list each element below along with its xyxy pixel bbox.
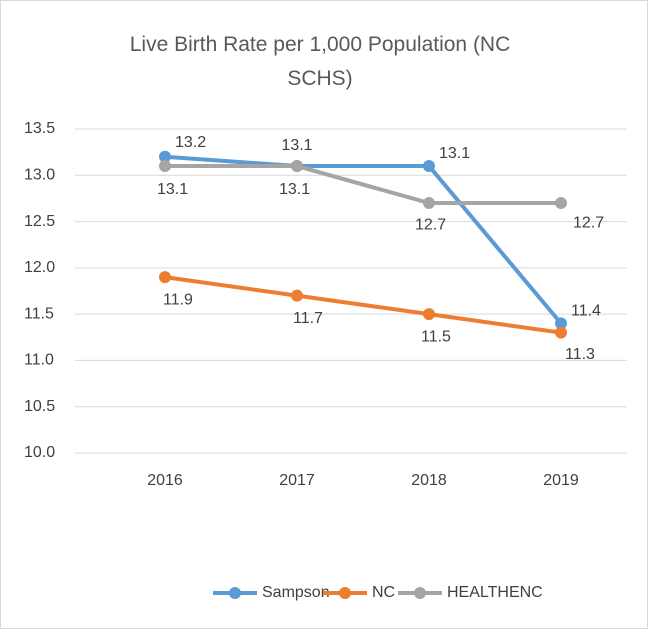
legend-label: HEALTHENC bbox=[447, 584, 543, 601]
legend-marker bbox=[229, 587, 241, 599]
series-line bbox=[164, 154, 563, 325]
y-tick-label: 10.5 bbox=[24, 398, 55, 415]
y-tick-label: 12.5 bbox=[24, 213, 55, 230]
series-line bbox=[165, 164, 561, 206]
legend-label: Sampson bbox=[262, 584, 330, 601]
data-point bbox=[423, 308, 435, 321]
data-point bbox=[555, 317, 567, 330]
data-label: 11.4 bbox=[571, 303, 601, 320]
y-tick-label: 13.5 bbox=[24, 120, 55, 137]
data-point bbox=[291, 289, 303, 302]
data-label: 11.9 bbox=[163, 291, 193, 308]
y-tick-label: 11.0 bbox=[24, 352, 54, 369]
y-tick-label: 12.0 bbox=[24, 259, 55, 276]
y-tick-label: 13.0 bbox=[24, 167, 55, 184]
data-point bbox=[291, 160, 303, 173]
y-tick-label: 11.5 bbox=[24, 305, 54, 322]
data-label: 13.1 bbox=[439, 145, 470, 162]
data-label: 13.2 bbox=[175, 134, 206, 151]
data-label: 12.7 bbox=[573, 214, 604, 231]
legend-marker bbox=[414, 587, 426, 599]
data-point bbox=[159, 150, 171, 163]
x-tick-label: 2017 bbox=[279, 472, 315, 489]
x-tick-label: 2019 bbox=[543, 472, 579, 489]
legend-label: NC bbox=[372, 584, 395, 601]
chart-title: Live Birth Rate per 1,000 Population (NC… bbox=[129, 33, 511, 90]
data-label: 11.7 bbox=[293, 310, 323, 327]
series-line bbox=[164, 275, 562, 335]
data-label: 11.3 bbox=[565, 346, 595, 363]
y-tick-label: 10.0 bbox=[24, 444, 55, 461]
data-point bbox=[423, 197, 435, 210]
data-point bbox=[423, 160, 435, 173]
data-point bbox=[555, 326, 567, 339]
x-tick-label: 2016 bbox=[147, 472, 183, 489]
data-label: 13.1 bbox=[157, 181, 188, 198]
data-point bbox=[159, 160, 171, 173]
data-label: 13.1 bbox=[281, 137, 312, 154]
x-tick-label: 2018 bbox=[411, 472, 447, 489]
legend-marker bbox=[339, 587, 351, 599]
data-label: 11.5 bbox=[421, 328, 451, 345]
data-point bbox=[159, 271, 171, 284]
data-point bbox=[555, 197, 567, 210]
data-label: 12.7 bbox=[415, 216, 446, 233]
data-label: 13.1 bbox=[279, 181, 310, 198]
